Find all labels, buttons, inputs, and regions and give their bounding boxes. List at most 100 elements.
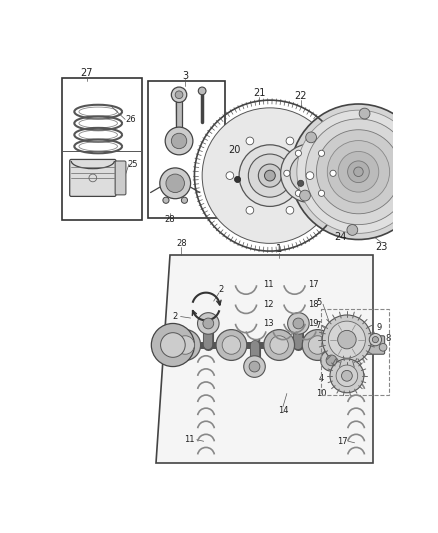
Text: 17: 17 — [337, 437, 348, 446]
Text: 5: 5 — [317, 298, 322, 307]
Text: 11: 11 — [263, 280, 273, 289]
Text: 12: 12 — [263, 300, 273, 309]
Text: 25: 25 — [127, 159, 138, 168]
Text: 3: 3 — [182, 71, 188, 81]
Circle shape — [298, 161, 321, 185]
Bar — [321, 309, 389, 395]
Circle shape — [244, 356, 265, 377]
Circle shape — [338, 330, 356, 349]
Text: 22: 22 — [294, 91, 307, 101]
Circle shape — [258, 164, 282, 187]
Text: 17: 17 — [308, 280, 319, 289]
Circle shape — [336, 365, 358, 386]
Circle shape — [265, 170, 276, 181]
Text: 15: 15 — [278, 339, 288, 348]
Circle shape — [286, 137, 294, 145]
Circle shape — [198, 87, 206, 95]
Circle shape — [302, 329, 333, 360]
Circle shape — [181, 197, 187, 203]
Bar — [62, 78, 142, 220]
Text: 16: 16 — [301, 339, 311, 348]
Circle shape — [249, 361, 260, 372]
Text: 23: 23 — [375, 242, 388, 252]
Circle shape — [239, 145, 301, 206]
FancyBboxPatch shape — [70, 159, 116, 196]
Circle shape — [270, 336, 288, 354]
Circle shape — [298, 180, 304, 187]
Circle shape — [203, 318, 214, 329]
Circle shape — [160, 168, 191, 199]
Circle shape — [170, 329, 201, 360]
Text: 9: 9 — [377, 323, 382, 332]
Circle shape — [222, 336, 240, 354]
Circle shape — [372, 336, 378, 343]
Text: 4: 4 — [319, 374, 324, 383]
Circle shape — [288, 313, 309, 334]
Text: 6: 6 — [213, 173, 219, 182]
Circle shape — [234, 176, 240, 182]
Circle shape — [328, 321, 365, 358]
Circle shape — [306, 132, 317, 143]
Circle shape — [327, 141, 390, 203]
Circle shape — [318, 150, 325, 156]
Circle shape — [316, 130, 400, 214]
Circle shape — [300, 190, 311, 201]
Circle shape — [216, 329, 247, 360]
Circle shape — [326, 355, 337, 366]
Circle shape — [338, 151, 379, 192]
Circle shape — [336, 336, 354, 354]
Polygon shape — [156, 255, 373, 463]
Circle shape — [308, 336, 327, 354]
Circle shape — [297, 110, 420, 233]
Text: 28: 28 — [165, 215, 175, 224]
Circle shape — [330, 359, 364, 393]
Circle shape — [329, 329, 360, 360]
Circle shape — [322, 315, 371, 364]
Circle shape — [318, 190, 325, 196]
Text: 7: 7 — [315, 321, 320, 330]
Circle shape — [406, 142, 417, 154]
Text: 2: 2 — [219, 285, 224, 294]
Circle shape — [330, 170, 336, 176]
FancyBboxPatch shape — [351, 336, 385, 354]
Polygon shape — [176, 102, 182, 137]
Text: 28: 28 — [176, 239, 187, 248]
Text: 1: 1 — [276, 244, 282, 254]
Circle shape — [226, 172, 234, 180]
Circle shape — [171, 87, 187, 102]
Text: 18: 18 — [308, 300, 319, 309]
Circle shape — [290, 154, 330, 193]
Circle shape — [176, 336, 194, 354]
Circle shape — [321, 350, 342, 371]
Circle shape — [151, 324, 194, 367]
Text: 11: 11 — [184, 435, 194, 444]
Text: 19: 19 — [308, 319, 319, 328]
Circle shape — [166, 174, 184, 192]
Circle shape — [348, 161, 369, 183]
Circle shape — [161, 333, 185, 357]
Circle shape — [342, 370, 352, 381]
Circle shape — [171, 133, 187, 149]
Circle shape — [369, 334, 381, 346]
Bar — [148, 81, 225, 218]
FancyBboxPatch shape — [115, 161, 126, 195]
Text: 27: 27 — [81, 68, 93, 78]
Circle shape — [198, 313, 219, 334]
Circle shape — [264, 329, 294, 360]
Circle shape — [248, 154, 291, 197]
Circle shape — [163, 197, 169, 203]
Circle shape — [306, 172, 314, 180]
Circle shape — [246, 206, 254, 214]
Circle shape — [379, 343, 387, 351]
Circle shape — [286, 206, 294, 214]
Circle shape — [295, 190, 301, 196]
Text: 14: 14 — [278, 406, 288, 415]
Circle shape — [306, 119, 411, 224]
Text: 8: 8 — [386, 334, 391, 343]
Text: 13: 13 — [263, 319, 274, 328]
Text: 20: 20 — [228, 145, 240, 155]
Circle shape — [246, 137, 254, 145]
Circle shape — [359, 108, 370, 119]
Text: 10: 10 — [316, 389, 327, 398]
Text: 21: 21 — [253, 88, 265, 98]
